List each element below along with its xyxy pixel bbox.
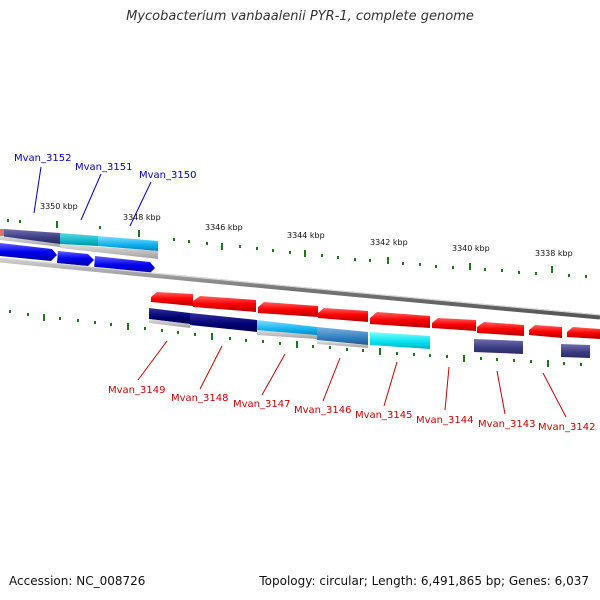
kbp-label: 3342 kbp [370, 238, 408, 247]
cog-shadow [149, 319, 190, 328]
cds-arrow-mvan-3144[interactable] [432, 318, 476, 331]
map-title: Mycobacterium vanbaalenii PYR-1, complet… [126, 9, 474, 24]
cog-block[interactable] [149, 308, 190, 324]
gene-label-mvan-3142[interactable]: Mvan_3142 [538, 422, 595, 433]
cog-block[interactable] [60, 233, 98, 246]
gene-label-mvan-3148[interactable]: Mvan_3148 [171, 393, 228, 404]
kbp-label: 3348 kbp [123, 213, 161, 222]
genome-summary-text: Topology: circular; Length: 6,491,865 bp… [259, 574, 589, 588]
cog-block[interactable] [561, 344, 590, 358]
bottom-leader-lines [137, 340, 567, 418]
top-gene-labels: Mvan_3152 Mvan_3151 Mvan_3150 [14, 153, 196, 181]
cds-arrow-mvan-3147[interactable] [258, 302, 318, 317]
bottom-tick-row [9, 310, 582, 367]
cog-block[interactable] [98, 236, 158, 251]
cog-block[interactable] [317, 327, 368, 345]
gene-label-mvan-3144[interactable]: Mvan_3144 [416, 415, 473, 426]
gene-label-mvan-3147[interactable]: Mvan_3147 [233, 399, 290, 410]
kbp-labels: 3350 kbp 3348 kbp 3346 kbp 3344 kbp 3342… [40, 202, 573, 258]
accession-text: Accession: NC_008726 [9, 574, 146, 588]
gene-label-mvan-3149[interactable]: Mvan_3149 [108, 385, 165, 396]
bottom-gene-labels: Mvan_3149 Mvan_3148 Mvan_3147 Mvan_3146 … [108, 385, 595, 433]
kbp-label: 3346 kbp [205, 223, 243, 232]
backbone-highlight [0, 257, 600, 316]
cog-shadow [317, 341, 368, 348]
cds-arrow-mvan-3149[interactable] [151, 292, 193, 306]
cog-shadow [257, 330, 317, 339]
cog-shadow [60, 244, 158, 259]
kbp-label: 3340 kbp [452, 244, 490, 253]
cds-arrow-mvan-3143[interactable] [477, 322, 524, 336]
top-leader-lines [33, 166, 152, 227]
top-cog-track [0, 229, 158, 259]
cds-arrow-mvan-3142-b[interactable] [567, 327, 600, 339]
cds-arrow-mvan-3146[interactable] [318, 308, 368, 322]
gene-label-mvan-3145[interactable]: Mvan_3145 [355, 410, 412, 421]
kbp-label: 3350 kbp [40, 202, 78, 211]
genome-backbone [0, 257, 600, 320]
kbp-label: 3344 kbp [287, 231, 325, 240]
cog-block[interactable] [190, 313, 257, 332]
gene-label-mvan-3152[interactable]: Mvan_3152 [14, 153, 71, 164]
kbp-label: 3338 kbp [535, 249, 573, 258]
gene-label-mvan-3150[interactable]: Mvan_3150 [139, 170, 196, 181]
cds-arrow-mvan-3151[interactable] [57, 251, 94, 266]
gene-label-mvan-3151[interactable]: Mvan_3151 [75, 162, 132, 173]
cds-arrow-mvan-3152[interactable] [0, 243, 57, 261]
cog-block[interactable] [0, 229, 4, 236]
cog-block[interactable] [474, 339, 523, 354]
gene-label-mvan-3146[interactable]: Mvan_3146 [294, 405, 351, 416]
cog-shadow [0, 236, 60, 247]
cds-arrow-mvan-3145[interactable] [370, 312, 430, 328]
cog-block[interactable] [370, 332, 430, 349]
reverse-cds-track [151, 292, 600, 339]
gene-label-mvan-3143[interactable]: Mvan_3143 [478, 419, 535, 430]
top-tick-row [7, 219, 587, 278]
bottom-cog-track [149, 308, 590, 358]
cds-arrow-mvan-3142-a[interactable] [529, 325, 562, 338]
cds-arrow-mvan-3148[interactable] [193, 296, 256, 312]
